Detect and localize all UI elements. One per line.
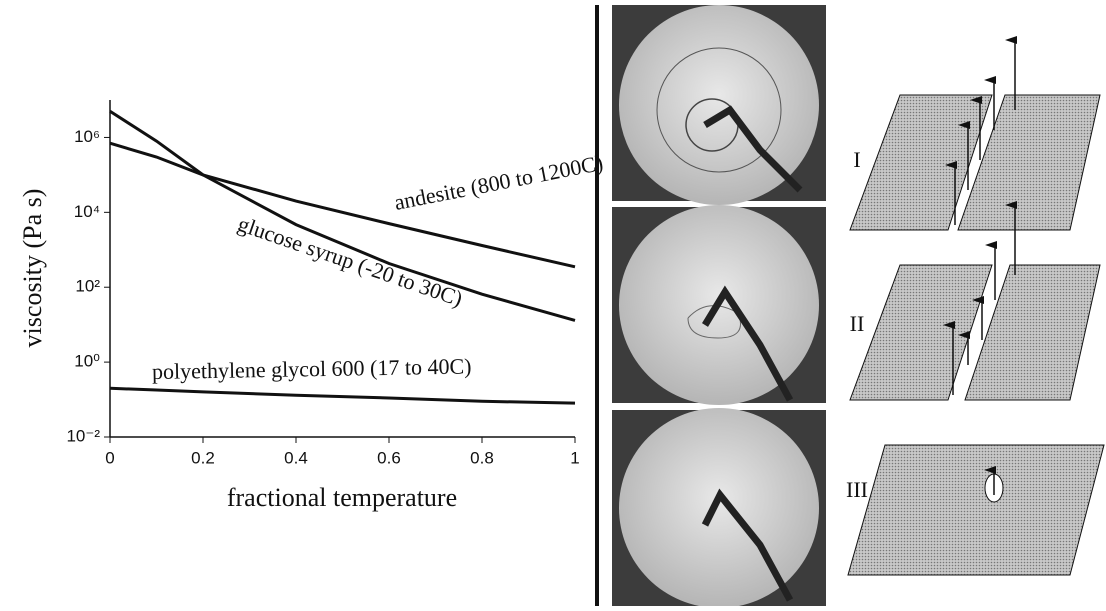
photo xyxy=(612,408,826,606)
panel-label: I xyxy=(853,147,860,172)
photos xyxy=(612,5,826,606)
series-label: polyethylene glycol 600 (17 to 40C) xyxy=(152,353,472,384)
x-tick-label: 0.8 xyxy=(470,448,494,467)
diagram: I II III xyxy=(846,40,1104,575)
x-axis-label: fractional temperature xyxy=(227,483,457,512)
chart: viscosity (Pa s) fractional temperature … xyxy=(18,100,605,512)
y-tick-label: 10⁰ xyxy=(74,352,100,371)
photo xyxy=(612,205,826,405)
series-line xyxy=(110,388,575,403)
figure: viscosity (Pa s) fractional temperature … xyxy=(0,0,1106,606)
y-tick-label: 10⁶ xyxy=(74,127,100,146)
series-label: glucose syrup (-20 to 30C) xyxy=(235,211,466,311)
slab xyxy=(850,265,992,400)
panel-label: III xyxy=(846,477,868,502)
x-tick-label: 1 xyxy=(570,448,579,467)
series-line xyxy=(110,111,575,320)
x-tick-label: 0.2 xyxy=(191,448,215,467)
slab xyxy=(848,445,1104,575)
x-tick-label: 0.6 xyxy=(377,448,401,467)
series-label: andesite (800 to 1200C) xyxy=(392,150,605,215)
panel-label: II xyxy=(850,311,865,336)
y-tick-label: 10² xyxy=(75,277,100,296)
photo xyxy=(612,5,826,205)
x-tick-label: 0.4 xyxy=(284,448,308,467)
y-tick-label: 10⁻² xyxy=(66,426,100,445)
x-tick-label: 0 xyxy=(105,448,114,467)
y-axis-label: viscosity (Pa s) xyxy=(18,189,47,348)
y-tick-label: 10⁴ xyxy=(74,202,100,221)
